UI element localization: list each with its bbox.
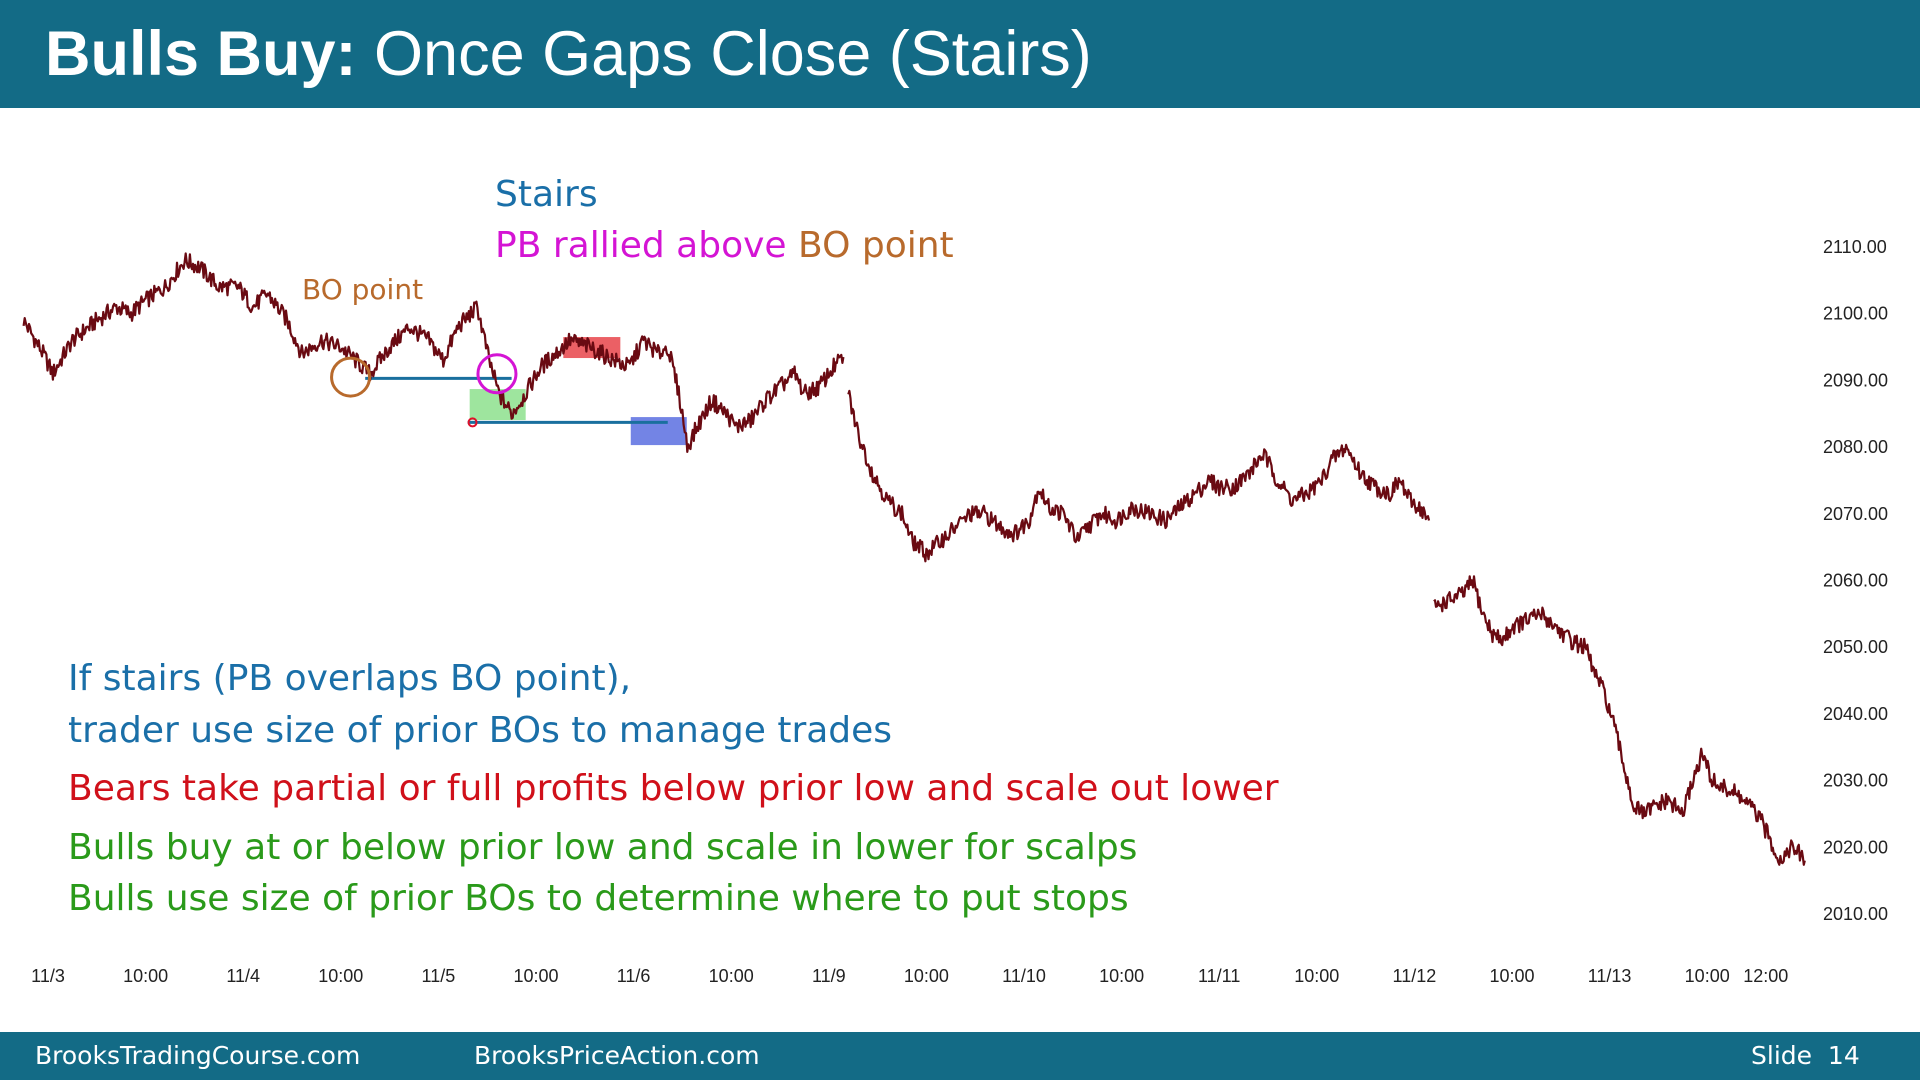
slide-header: Bulls Buy: Once Gaps Close (Stairs) bbox=[0, 0, 1920, 108]
low-marker-dot bbox=[467, 417, 478, 428]
price-series-line bbox=[1433, 575, 1806, 866]
y-tick-label: 2110.00 bbox=[1823, 237, 1887, 257]
y-tick-label: 2090.00 bbox=[1823, 370, 1888, 390]
x-tick-label: 11/3 bbox=[31, 966, 65, 986]
y-tick-label: 2100.00 bbox=[1823, 304, 1888, 324]
pb-rallied-text: PB rallied above bbox=[495, 225, 787, 266]
slide-footer: BrooksTradingCourse.com BrooksPriceActio… bbox=[0, 1032, 1920, 1080]
bo-point-circle bbox=[330, 356, 372, 398]
x-tick-label: 10:00 bbox=[318, 966, 363, 986]
x-tick-label: 10:00 bbox=[904, 966, 949, 986]
x-tick-label: 10:00 bbox=[123, 966, 168, 986]
x-tick-label: 11/11 bbox=[1198, 966, 1240, 986]
x-tick-label: 10:00 bbox=[1294, 966, 1339, 986]
x-tick-label: 12:00 bbox=[1743, 966, 1788, 986]
x-tick-label: 11/5 bbox=[422, 966, 456, 986]
y-tick-label: 2030.00 bbox=[1823, 771, 1888, 791]
y-tick-label: 2070.00 bbox=[1823, 504, 1888, 524]
x-tick-label: 10:00 bbox=[1685, 966, 1730, 986]
x-tick-label: 10:00 bbox=[1489, 966, 1534, 986]
price-chart: 2110.00 2100.00 2090.00 2080.00 2070.00 2060.… bbox=[22, 237, 1888, 986]
y-tick-label: 2020.00 bbox=[1823, 837, 1888, 857]
x-tick-label: 11/6 bbox=[617, 966, 651, 986]
footer-site-center: BrooksPriceAction.com bbox=[474, 1041, 760, 1070]
footer-site-left: BrooksTradingCourse.com bbox=[35, 1041, 361, 1070]
title-bold: Bulls Buy: bbox=[45, 19, 357, 89]
note-bulls-stops: Bulls use size of prior BOs to determine… bbox=[68, 878, 1129, 919]
note-stairs-line2: trader use size of prior BOs to manage t… bbox=[68, 710, 893, 751]
slide-title: Bulls Buy: Once Gaps Close (Stairs) bbox=[45, 14, 1092, 94]
annotation-bo-point: BO point bbox=[302, 273, 424, 306]
x-tick-label: 11/10 bbox=[1002, 966, 1046, 986]
note-bulls-buy: Bulls buy at or below prior low and scal… bbox=[68, 827, 1138, 868]
annotation-stairs: Stairs bbox=[495, 174, 598, 215]
price-series-line bbox=[847, 389, 1431, 563]
x-tick-label: 11/12 bbox=[1393, 966, 1437, 986]
x-tick-label: 10:00 bbox=[709, 966, 754, 986]
y-tick-label: 2040.00 bbox=[1823, 704, 1888, 724]
y-tick-label: 2050.00 bbox=[1823, 637, 1888, 657]
y-tick-label: 2060.00 bbox=[1823, 571, 1888, 591]
price-series-line bbox=[22, 252, 845, 453]
title-rest: Once Gaps Close (Stairs) bbox=[374, 19, 1092, 89]
bull-highlight-box bbox=[469, 389, 526, 421]
x-tick-label: 11/9 bbox=[812, 966, 846, 986]
y-tick-label: 2010.00 bbox=[1823, 904, 1888, 924]
x-tick-label: 11/13 bbox=[1588, 966, 1632, 986]
note-stairs-line1: If stairs (PB overlaps BO point), bbox=[68, 658, 632, 699]
footer-slide-number: Slide 14 bbox=[1751, 1041, 1860, 1071]
footer-slide-label: Slide bbox=[1751, 1041, 1813, 1070]
footer-slide-value: 14 bbox=[1827, 1041, 1860, 1070]
x-tick-label: 10:00 bbox=[513, 966, 558, 986]
y-tick-label: 2080.00 bbox=[1823, 437, 1888, 457]
pullback-circle bbox=[476, 353, 518, 395]
pb-bo-point-text: BO point bbox=[798, 225, 954, 266]
note-bears: Bears take partial or full profits below… bbox=[68, 768, 1279, 809]
x-tick-label: 10:00 bbox=[1099, 966, 1144, 986]
x-tick-label: 11/4 bbox=[226, 966, 260, 986]
annotation-pb-rallied: PB rallied above BO point bbox=[495, 224, 954, 267]
